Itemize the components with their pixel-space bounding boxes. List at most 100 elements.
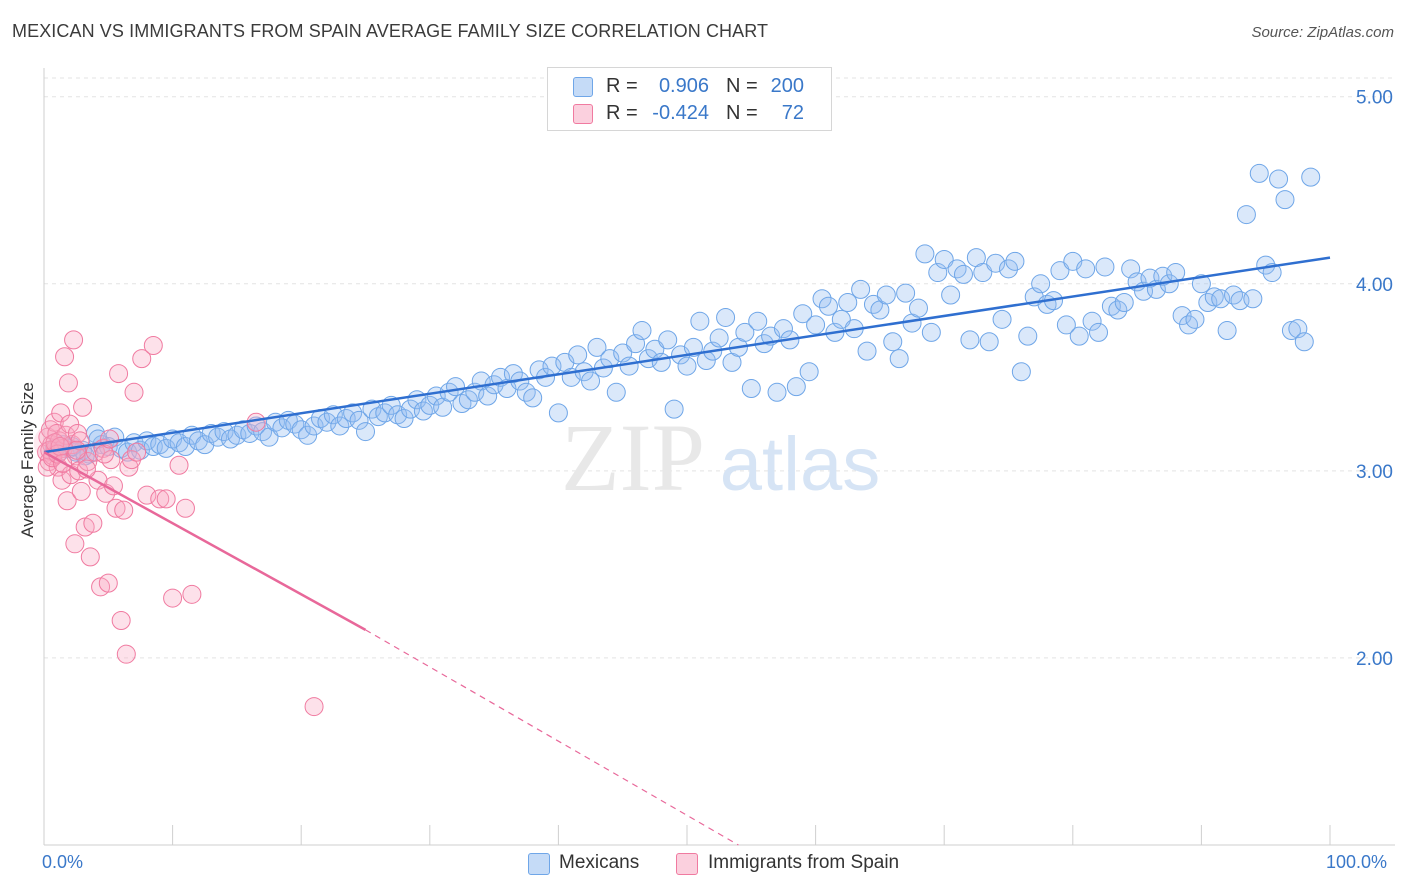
data-point-mexicans xyxy=(362,399,382,419)
data-point-mexicans xyxy=(677,356,697,376)
chart-title: MEXICAN VS IMMIGRANTS FROM SPAIN AVERAGE… xyxy=(12,21,769,41)
data-point-spain xyxy=(156,489,176,509)
data-point-mexicans xyxy=(857,341,877,361)
n-label: N = xyxy=(726,75,758,97)
series-mexicans xyxy=(44,163,1321,466)
data-point-mexicans xyxy=(1217,321,1237,341)
data-point-mexicans xyxy=(767,382,787,402)
data-point-spain xyxy=(169,455,189,475)
data-point-spain xyxy=(163,588,183,608)
n-value: 72 xyxy=(781,102,804,124)
data-point-mexicans xyxy=(581,371,601,391)
data-point-mexicans xyxy=(1281,321,1301,341)
data-point-mexicans xyxy=(478,386,498,406)
data-point-mexicans xyxy=(1269,169,1289,189)
data-point-mexicans xyxy=(349,410,369,430)
data-point-spain xyxy=(73,397,93,417)
watermark-zip: ZIP xyxy=(561,404,705,511)
data-point-mexicans xyxy=(651,352,671,372)
data-point-mexicans xyxy=(799,362,819,382)
data-point-mexicans xyxy=(1294,332,1314,352)
trend-line-spain-extension xyxy=(365,629,739,846)
data-point-mexicans xyxy=(1018,326,1038,346)
data-point-mexicans xyxy=(529,360,549,380)
data-point-mexicans xyxy=(317,412,337,432)
data-point-spain xyxy=(45,433,65,453)
data-point-mexicans xyxy=(272,418,292,438)
data-point-spain xyxy=(150,489,170,509)
data-point-mexicans xyxy=(1185,309,1205,329)
data-point-mexicans xyxy=(1191,274,1211,294)
data-point-spain xyxy=(100,429,120,449)
data-point-mexicans xyxy=(1301,167,1321,187)
r-label: R = xyxy=(606,75,638,97)
data-point-spain xyxy=(65,534,85,554)
data-point-mexicans xyxy=(934,249,954,269)
series-legend: Mexicans Immigrants from Spain xyxy=(0,852,1406,876)
data-point-mexicans xyxy=(458,390,478,410)
data-point-mexicans xyxy=(619,356,639,376)
trend-lines xyxy=(43,256,1331,846)
n-label: N = xyxy=(726,102,758,124)
data-point-mexicans xyxy=(1076,259,1096,279)
data-point-spain xyxy=(80,547,100,567)
data-point-mexicans xyxy=(812,289,832,309)
data-point-spain xyxy=(94,444,114,464)
data-point-spain xyxy=(98,573,118,593)
data-point-spain xyxy=(143,336,163,356)
data-point-mexicans xyxy=(716,307,736,327)
data-point-spain xyxy=(55,347,75,367)
watermark-atlas: atlas xyxy=(720,422,881,507)
correlation-legend: R = 0.906 N = 200 R = -0.424 N = 72 xyxy=(547,67,832,131)
data-point-spain xyxy=(57,491,77,511)
data-point-spain xyxy=(175,498,195,518)
data-point-spain xyxy=(116,644,136,664)
data-point-spain xyxy=(114,500,134,520)
source-label: Source: ZipAtlas.com xyxy=(1251,24,1394,41)
data-point-mexicans xyxy=(587,337,607,357)
data-point-mexicans xyxy=(503,364,523,384)
data-point-mexicans xyxy=(664,399,684,419)
data-point-mexicans xyxy=(1089,322,1109,342)
data-point-mexicans xyxy=(1056,315,1076,335)
data-point-mexicans xyxy=(1082,311,1102,331)
data-point-spain xyxy=(37,457,57,477)
legend-row-mexicans: R = 0.906 N = 200 xyxy=(548,73,831,101)
data-point-mexicans xyxy=(741,379,761,399)
data-point-mexicans xyxy=(953,264,973,284)
data-point-spain xyxy=(71,481,91,501)
data-point-mexicans xyxy=(1011,362,1031,382)
n-value: 200 xyxy=(770,75,804,97)
r-label: R = xyxy=(606,102,638,124)
data-point-spain xyxy=(67,440,87,460)
data-point-spain xyxy=(64,330,84,350)
legend-swatch-pink xyxy=(676,853,698,875)
data-point-mexicans xyxy=(1153,266,1173,286)
grid-lines xyxy=(44,77,1395,659)
x-tick-label-min: 0.0% xyxy=(42,852,84,872)
y-tick-label: 5.00 xyxy=(1356,88,1393,109)
data-point-spain xyxy=(137,485,157,505)
data-point-mexicans xyxy=(452,394,472,414)
data-point-spain xyxy=(106,498,126,518)
data-point-mexicans xyxy=(658,330,678,350)
data-point-mexicans xyxy=(298,425,318,445)
data-point-mexicans xyxy=(883,332,903,352)
y-tick-label: 2.00 xyxy=(1356,649,1393,670)
data-point-mexicans xyxy=(979,332,999,352)
data-point-mexicans xyxy=(1204,287,1224,307)
data-point-spain xyxy=(111,611,131,631)
data-point-mexicans xyxy=(1114,292,1134,312)
data-point-mexicans xyxy=(156,438,176,458)
data-point-spain xyxy=(304,697,324,717)
data-point-mexicans xyxy=(1101,296,1121,316)
y-axis-label: Average Family Size xyxy=(18,382,37,538)
data-point-mexicans xyxy=(1069,326,1089,346)
data-point-spain xyxy=(58,373,78,393)
data-point-mexicans xyxy=(1050,261,1070,281)
data-point-mexicans xyxy=(921,322,941,342)
data-point-spain xyxy=(124,382,144,402)
data-point-mexicans xyxy=(889,349,909,369)
data-point-mexicans xyxy=(220,429,240,449)
